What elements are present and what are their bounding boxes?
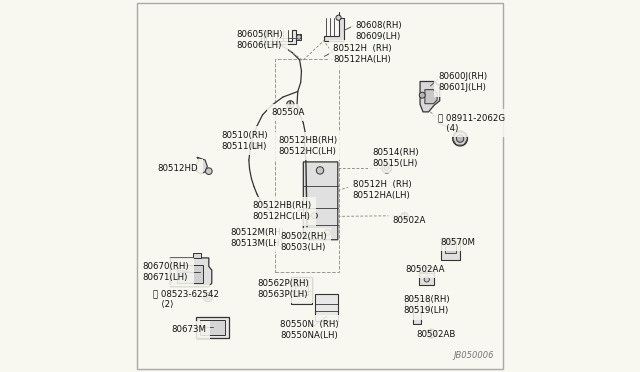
- Circle shape: [205, 168, 212, 174]
- Bar: [200, 320, 225, 335]
- Polygon shape: [405, 298, 429, 324]
- Circle shape: [382, 163, 392, 173]
- Text: 80562P(RH)
80563P(LH): 80562P(RH) 80563P(LH): [257, 279, 308, 299]
- Bar: [315, 294, 338, 321]
- Text: 80600J(RH)
80601J(LH): 80600J(RH) 80601J(LH): [438, 72, 488, 92]
- Text: 80510(RH)
80511(LH): 80510(RH) 80511(LH): [222, 131, 268, 151]
- Bar: [291, 277, 312, 304]
- Text: Ⓝ 08911-2062G
   (4): Ⓝ 08911-2062G (4): [438, 113, 505, 133]
- Text: 80673M: 80673M: [171, 325, 206, 334]
- Text: 80502(RH)
80503(LH): 80502(RH) 80503(LH): [280, 232, 326, 252]
- Bar: [275, 59, 339, 272]
- Text: 80502AA: 80502AA: [405, 265, 445, 274]
- Circle shape: [316, 167, 324, 174]
- Bar: [441, 237, 460, 260]
- Circle shape: [253, 143, 257, 148]
- Circle shape: [287, 101, 294, 108]
- Text: 80512M(RH)
80513M(LH): 80512M(RH) 80513M(LH): [230, 228, 284, 248]
- Text: 80570M: 80570M: [440, 238, 476, 247]
- Polygon shape: [324, 18, 344, 41]
- Polygon shape: [252, 142, 260, 149]
- Circle shape: [456, 135, 464, 142]
- Text: 80518(RH)
80519(LH): 80518(RH) 80519(LH): [403, 295, 450, 315]
- Circle shape: [447, 238, 453, 244]
- Text: 80514(RH)
80515(LH): 80514(RH) 80515(LH): [372, 148, 419, 168]
- Text: 80512HD: 80512HD: [157, 164, 198, 173]
- Circle shape: [297, 35, 301, 39]
- Polygon shape: [296, 34, 301, 40]
- Circle shape: [204, 293, 212, 302]
- Text: 80502A: 80502A: [392, 216, 426, 225]
- Polygon shape: [420, 81, 440, 112]
- Circle shape: [452, 131, 467, 146]
- Polygon shape: [425, 90, 437, 104]
- Polygon shape: [303, 162, 338, 240]
- Text: 80608(RH)
80609(LH): 80608(RH) 80609(LH): [355, 21, 402, 41]
- Text: JB050006: JB050006: [453, 351, 493, 360]
- Circle shape: [427, 329, 436, 338]
- Bar: [196, 317, 229, 338]
- Circle shape: [312, 213, 317, 219]
- Text: 80670(RH)
80671(LH): 80670(RH) 80671(LH): [143, 262, 189, 282]
- Text: 80512H  (RH)
80512HA(LH): 80512H (RH) 80512HA(LH): [353, 180, 412, 201]
- Text: Ⓢ 08523-62542
   ⟨2⟩: Ⓢ 08523-62542 ⟨2⟩: [153, 289, 220, 309]
- Text: 80550N  (RH)
80550NA(LH): 80550N (RH) 80550NA(LH): [280, 320, 339, 340]
- Text: 80512HB(RH)
80512HC(LH): 80512HB(RH) 80512HC(LH): [253, 201, 312, 221]
- Circle shape: [206, 295, 210, 299]
- Text: 80512HB(RH)
80512HC(LH): 80512HB(RH) 80512HC(LH): [278, 136, 338, 156]
- Polygon shape: [196, 157, 207, 174]
- Text: 80502AB: 80502AB: [417, 330, 456, 339]
- Circle shape: [401, 213, 408, 220]
- Text: 80605(RH)
80606(LH): 80605(RH) 80606(LH): [237, 29, 284, 49]
- Circle shape: [324, 230, 330, 235]
- Bar: [445, 241, 456, 253]
- Circle shape: [424, 277, 429, 282]
- Circle shape: [419, 92, 425, 98]
- Bar: [193, 253, 201, 257]
- Bar: [177, 265, 202, 283]
- Bar: [295, 280, 308, 295]
- Circle shape: [336, 15, 341, 20]
- Circle shape: [385, 166, 389, 170]
- Polygon shape: [170, 258, 212, 287]
- Text: 80550A: 80550A: [271, 108, 305, 117]
- Text: 80512H  (RH)
80512HA(LH): 80512H (RH) 80512HA(LH): [333, 44, 392, 64]
- Bar: [419, 267, 434, 285]
- Polygon shape: [260, 31, 296, 44]
